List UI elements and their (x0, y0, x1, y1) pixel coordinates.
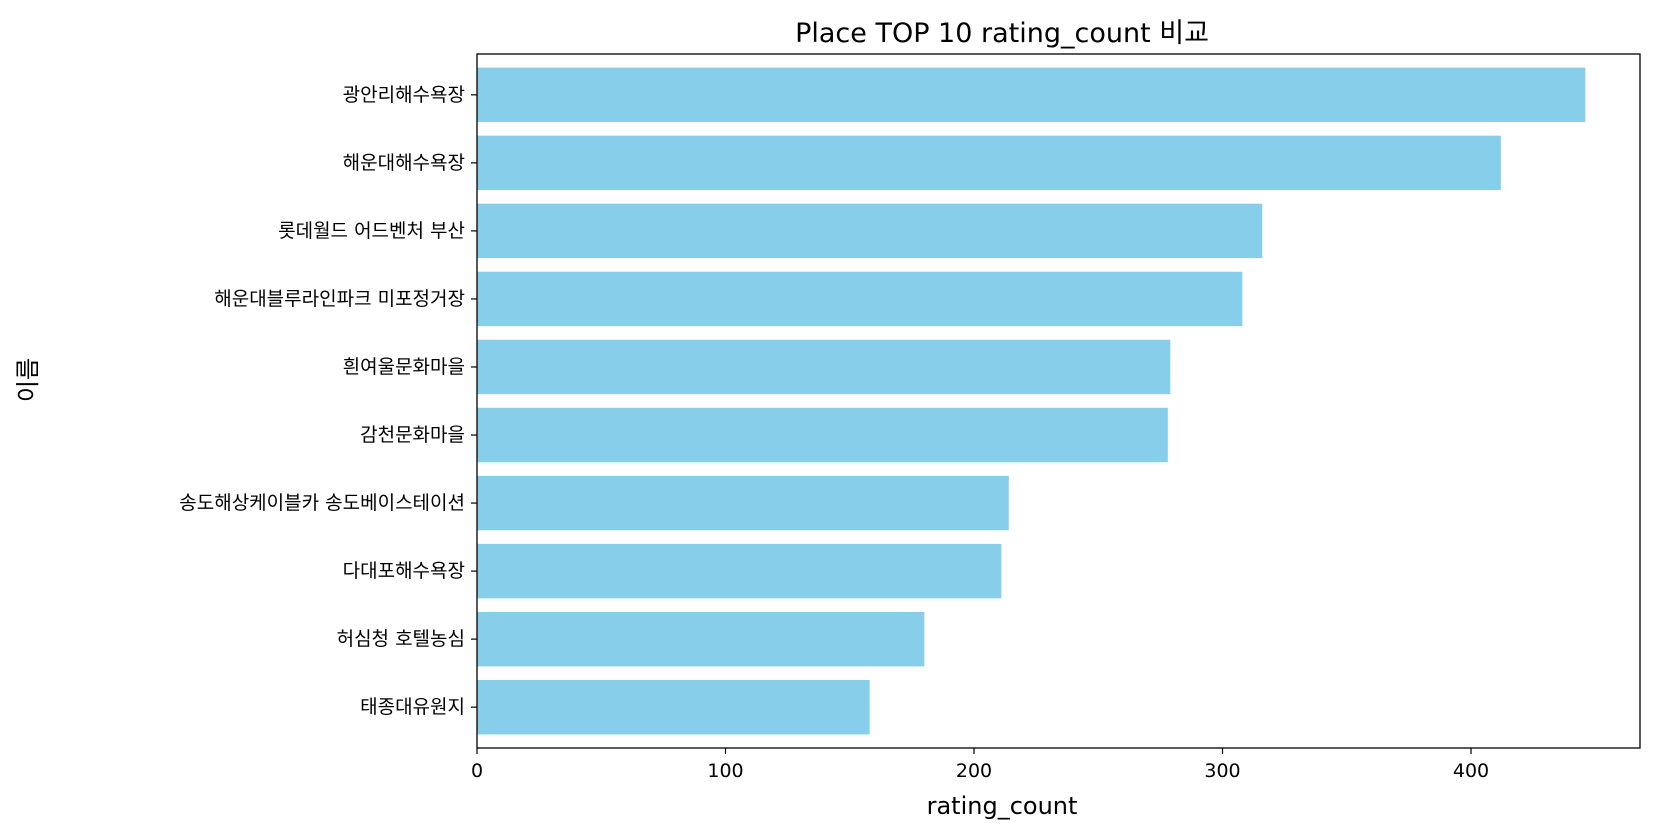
bars-group (477, 67, 1586, 735)
x-ticks: 0 100 200 300 400 (471, 748, 1489, 782)
bar (477, 271, 1243, 327)
x-tick-label: 100 (707, 760, 743, 782)
bar (477, 679, 870, 735)
bar (477, 203, 1263, 259)
x-tick-label: 300 (1204, 760, 1240, 782)
y-tick-label: 해운대해수욕장 (343, 152, 465, 174)
chart-title: Place TOP 10 rating_count 비교 (795, 18, 1209, 49)
x-tick-label: 0 (471, 760, 483, 782)
y-tick-label: 다대포해수욕장 (343, 560, 465, 582)
y-tick-label: 송도해상케이블카 송도베이스테이션 (179, 492, 465, 514)
y-tick-label: 태종대유원지 (360, 696, 465, 718)
bar (477, 67, 1586, 123)
y-tick-label: 허심청 호텔농심 (337, 628, 465, 650)
bar (477, 611, 925, 667)
y-tick-label: 광안리해수욕장 (343, 84, 465, 106)
y-tick-label: 감천문화마을 (360, 424, 465, 446)
bar (477, 543, 1002, 599)
bar (477, 339, 1171, 395)
y-tick-label: 해운대블루라인파크 미포정거장 (214, 288, 465, 310)
x-tick-label: 200 (956, 760, 992, 782)
plot-frame (476, 53, 1641, 749)
y-axis-label: 이름 (14, 358, 42, 402)
y-tick-label: 흰여울문화마을 (343, 356, 465, 378)
x-tick-label: 400 (1453, 760, 1489, 782)
bar (477, 135, 1501, 191)
bar (477, 407, 1168, 463)
bar (477, 475, 1009, 531)
x-axis-label: rating_count (927, 792, 1078, 820)
y-tick-label: 롯데월드 어드벤처 부산 (278, 220, 465, 242)
